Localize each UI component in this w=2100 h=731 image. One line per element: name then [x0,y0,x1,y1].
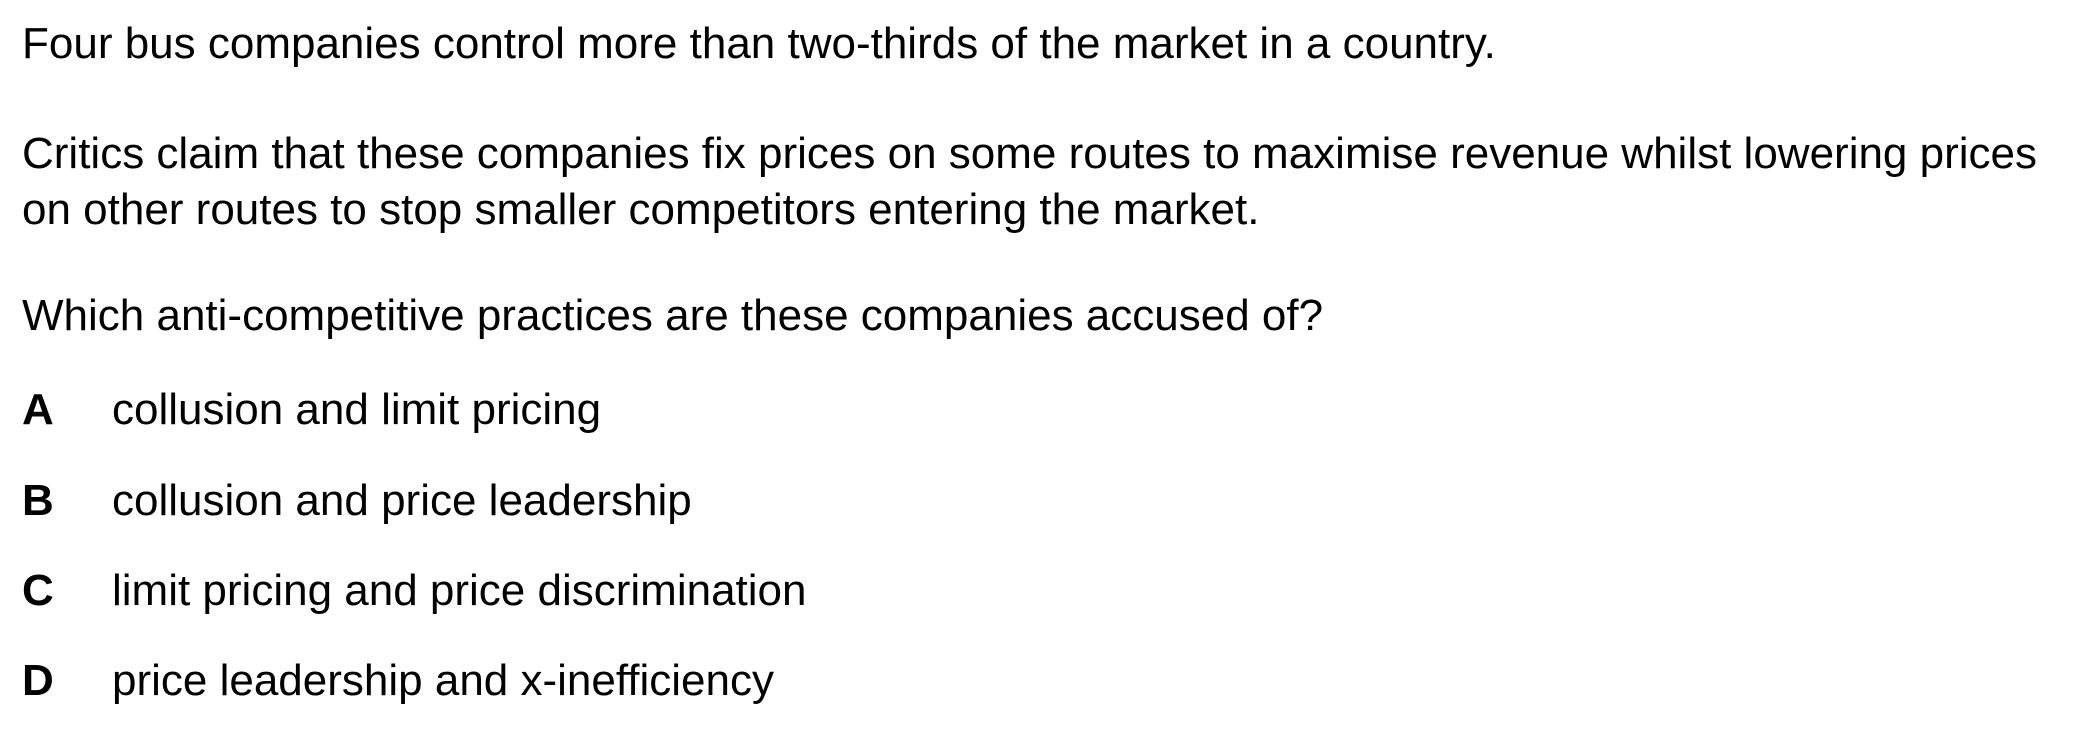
option-letter: B [22,476,54,525]
question-stem-intro: Four bus companies control more than two… [22,19,1496,68]
option-letter: A [22,385,54,434]
option-letter: D [22,656,54,705]
option-text: price leadership and x-inefficiency [112,656,774,705]
option-text: collusion and limit pricing [112,385,602,434]
option-c[interactable]: C limit pricing and price discrimination [22,563,1222,619]
question-stem-detail: Critics claim that these companies fix p… [22,129,2037,234]
option-letter: C [22,566,54,615]
question-prompt: Which anti-competitive practices are the… [22,291,1324,340]
option-d[interactable]: D price leadership and x-inefficiency [22,653,1222,709]
option-text: collusion and price leadership [112,476,692,525]
option-b[interactable]: B collusion and price leadership [22,473,1222,529]
option-text: limit pricing and price discrimination [112,566,807,615]
option-a[interactable]: A collusion and limit pricing [22,382,1222,438]
